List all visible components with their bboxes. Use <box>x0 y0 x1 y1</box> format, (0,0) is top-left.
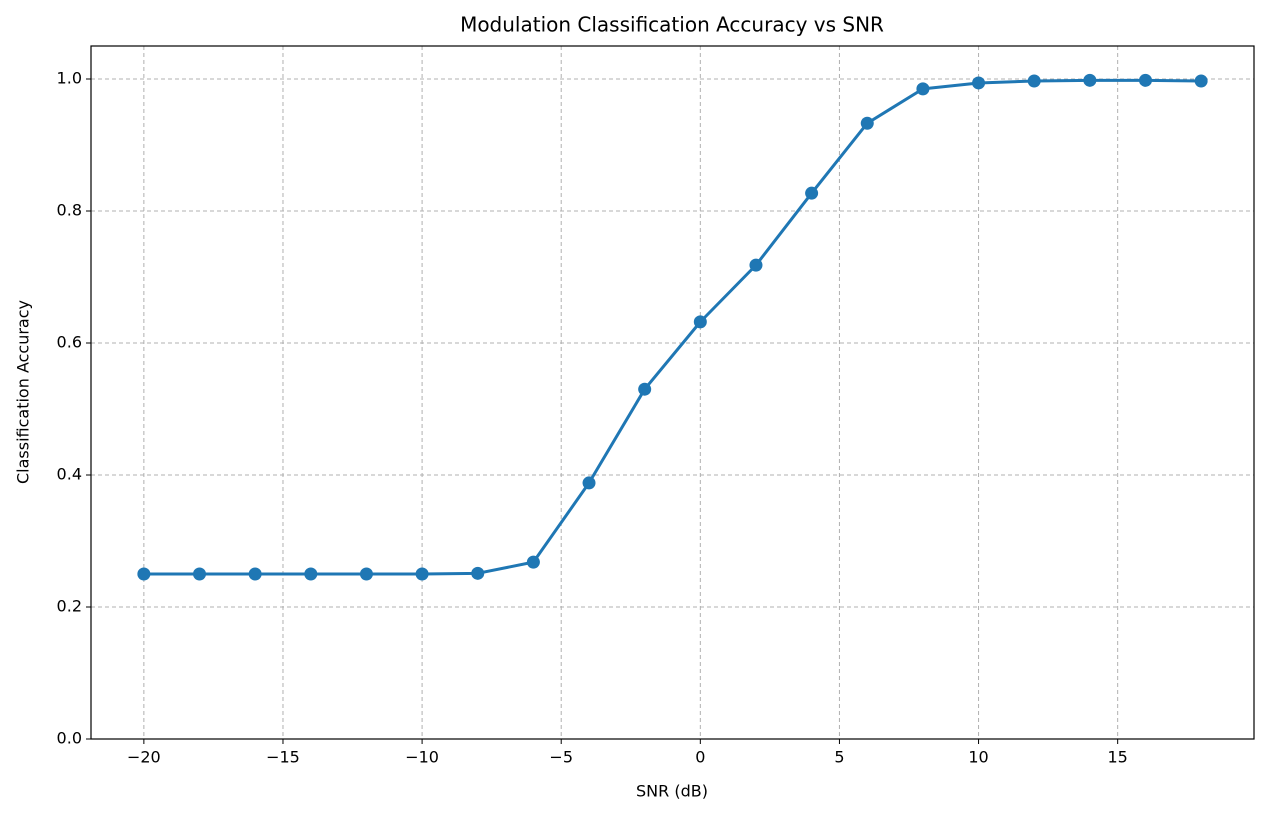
point <box>193 567 207 581</box>
point <box>471 566 485 580</box>
plot-frame <box>90 45 1255 740</box>
x-axis-label: SNR (dB) <box>636 782 708 801</box>
y-axis-label: Classification Accuracy <box>14 300 33 484</box>
x-tick-label: −5 <box>549 748 573 767</box>
point <box>638 382 652 396</box>
y-tick-label: 0.0 <box>57 729 82 748</box>
x-tick-label: 15 <box>1107 748 1127 767</box>
y-tick-label: 0.8 <box>57 201 82 220</box>
y-tick-label: 0.2 <box>57 597 82 616</box>
point <box>248 567 262 581</box>
line <box>143 78 1202 576</box>
point <box>805 186 819 200</box>
point <box>137 567 151 581</box>
point <box>860 116 874 130</box>
point <box>916 82 930 96</box>
point <box>304 567 318 581</box>
point <box>972 76 986 90</box>
x-tick-label: 0 <box>695 748 705 767</box>
y-tick-label: 1.0 <box>57 69 82 88</box>
point <box>1138 73 1152 87</box>
chart-title: Modulation Classification Accuracy vs SN… <box>460 13 884 37</box>
point <box>415 567 429 581</box>
point <box>1083 73 1097 87</box>
point <box>526 555 540 569</box>
point <box>359 567 373 581</box>
x-tick-label: 10 <box>968 748 988 767</box>
y-tick-label: 0.4 <box>57 465 82 484</box>
x-tick-label: 5 <box>834 748 844 767</box>
x-tick-label: −10 <box>405 748 439 767</box>
x-tick-label: −15 <box>266 748 300 767</box>
point <box>1194 74 1208 88</box>
point <box>693 315 707 329</box>
point <box>582 476 596 490</box>
x-tick-label: −20 <box>127 748 161 767</box>
point <box>749 258 763 272</box>
y-tick-label: 0.6 <box>57 333 82 352</box>
point <box>1027 74 1041 88</box>
